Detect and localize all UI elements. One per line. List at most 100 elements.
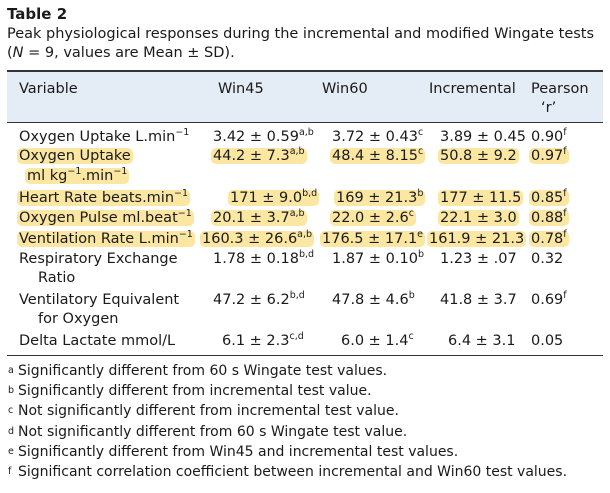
row-0-win60: 3.72 ± 0.43c [332, 128, 423, 147]
row-1-variable-line1: Oxygen Uptake [17, 147, 133, 166]
row-0-win60-value: 3.72 ± 0.43 [332, 129, 418, 145]
row-1-pearson-sup: f [563, 146, 567, 157]
row-0-variable-sup: −1 [175, 127, 190, 138]
row-1-unit-b: .min [81, 168, 114, 184]
row-2-incremental: 177 ± 11.5 [438, 189, 524, 208]
row-3-pearson-sup: f [563, 208, 567, 219]
row-4-pearson-sup: f [563, 229, 567, 240]
footnote-e-text: Significantly different from Win45 and i… [18, 444, 459, 460]
row-4-pearson-value: 0.78 [531, 231, 564, 247]
row-3-incremental: 22.1 ± 3.0 [438, 209, 519, 228]
row-3-variable-highlight: Oxygen Pulse ml.beat−1 [17, 209, 194, 226]
row-4-win45: 160.3 ± 26.6a,b [200, 229, 315, 249]
row-7-win45: 6.1 ± 2.3c,d [222, 332, 304, 351]
row-6-win45-value: 47.2 ± 6.2 [213, 292, 290, 308]
row-3-win60-sup: c [408, 208, 414, 219]
row-2-pearson: 0.85f [529, 189, 569, 208]
row-0-pearson: 0.90f [531, 128, 567, 147]
row-4-variable-highlight: Ventilation Rate L.min−1 [17, 230, 195, 247]
row-4-win45-value: 160.3 ± 26.6 [202, 231, 298, 247]
footnote-c-text: Not significantly different from increme… [18, 403, 399, 419]
row-5-incremental: 1.23 ± .07 [440, 251, 517, 267]
row-6-win45-sup: b,d [289, 290, 305, 301]
row-2-win45: 171 ± 9.0b,d [228, 189, 320, 208]
row-7-win60-sup: c [408, 331, 414, 342]
row-1-win45-value: 44.2 ± 7.3 [213, 148, 290, 164]
row-1-variable-line2: ml kg−1.min−1 [25, 166, 130, 186]
row-1-pearson: 0.97f [529, 147, 569, 166]
row-3-incremental-value: 22.1 ± 3.0 [438, 210, 519, 226]
row-0-incremental: 3.89 ± 0.45 [440, 129, 526, 145]
row-5-win45-value: 1.78 ± 0.18 [213, 251, 299, 267]
footnote-b-text: Significantly different from incremental… [18, 383, 372, 399]
caption-line1: Peak physiological responses during the … [7, 26, 595, 42]
row-6-win60: 47.8 ± 4.6b [332, 291, 415, 310]
row-7-win60-value: 6.0 ± 1.4 [341, 333, 409, 349]
row-3-pearson: 0.88f [529, 209, 569, 228]
row-1-incremental-value: 50.8 ± 9.2 [438, 148, 519, 164]
row-1-variable-text: Oxygen Uptake [17, 148, 133, 164]
row-6-win45: 47.2 ± 6.2b,d [213, 291, 305, 310]
row-5-win60-value: 1.87 ± 0.10 [332, 251, 418, 267]
row-3-win60-value: 22.0 ± 2.6 [332, 210, 409, 226]
caption-open: ( [7, 45, 13, 61]
row-5-variable-line2: Ratio [38, 270, 76, 286]
row-3-pearson-highlight: 0.88f [529, 208, 569, 226]
row-1-win45-highlight: 44.2 ± 7.3a,b [211, 147, 307, 164]
row-4-win60: 176.5 ± 17.1e [320, 230, 426, 249]
table-label: Table 2 [7, 5, 68, 23]
row-2-win60-sup: b [417, 188, 424, 199]
row-1-pearson-highlight: 0.97f [529, 146, 569, 164]
row-2-variable-sup: −1 [174, 188, 189, 199]
row-7-win45-sup: c,d [289, 331, 304, 342]
row-0-pearson-value: 0.90 [531, 129, 564, 145]
row-2-win60-value: 169 ± 21.3 [336, 190, 418, 206]
row-4-win45-sup: a,b [297, 229, 313, 240]
row-6-variable-line1: Ventilatory Equivalent [19, 292, 180, 308]
row-0-win45-value: 3.42 ± 0.59 [213, 129, 299, 145]
row-4-win60-highlight: 176.5 ± 17.1e [320, 230, 426, 247]
row-7-win60: 6.0 ± 1.4c [341, 332, 414, 351]
header-rule [7, 122, 603, 123]
row-2-win45-highlight: 171 ± 9.0b,d [228, 189, 320, 206]
row-1-variable-unit: ml kg−1.min−1 [25, 166, 130, 184]
row-4-win60-value: 176.5 ± 17.1 [322, 231, 418, 247]
row-1-win60-highlight: 48.4 ± 8.15c [330, 146, 426, 164]
footnote-f: f Significant correlation coefficient bet… [8, 464, 568, 480]
row-1-win60-value: 48.4 ± 8.15 [332, 148, 418, 164]
row-6-pearson-sup: f [563, 290, 567, 301]
row-3-variable: Oxygen Pulse ml.beat−1 [17, 209, 194, 228]
row-2-variable-highlight: Heart Rate beats.min−1 [17, 188, 191, 206]
row-4-pearson: 0.78f [529, 230, 569, 249]
row-5-pearson: 0.32 [531, 251, 564, 267]
row-7-win45-value: 6.1 ± 2.3 [222, 333, 290, 349]
footnote-d-text: Not significantly different from 60 s Wi… [18, 424, 408, 440]
row-6-variable-line2: for Oxygen [38, 311, 119, 327]
row-0-variable-text: Oxygen Uptake L.min [19, 129, 176, 145]
row-1-pearson-value: 0.97 [531, 148, 564, 164]
row-2-pearson-sup: f [563, 188, 567, 199]
row-1-unit-sup2: −1 [113, 166, 128, 177]
row-5-variable-line1: Respiratory Exchange [19, 251, 178, 267]
bottom-rule [7, 355, 603, 356]
row-4-win45-highlight: 160.3 ± 26.6a,b [200, 229, 315, 247]
row-7-pearson: 0.05 [531, 333, 564, 349]
row-2-variable-text: Heart Rate beats.min [19, 190, 175, 206]
row-3-win60: 22.0 ± 2.6c [330, 209, 416, 228]
row-4-variable: Ventilation Rate L.min−1 [17, 230, 195, 249]
row-1-win60-sup: c [417, 146, 424, 157]
caption-line2: = 9, values are Mean ± SD). [23, 45, 235, 61]
row-5-win60: 1.87 ± 0.10b [332, 250, 424, 269]
row-1-unit-a: ml kg [27, 168, 68, 184]
row-2-pearson-value: 0.85 [531, 190, 564, 206]
row-2-win60: 169 ± 21.3b [334, 188, 426, 208]
footnote-d: d Not significantly different from 60 s W… [8, 424, 408, 440]
footnote-e: e Significantly different from Win45 and … [8, 444, 459, 460]
header-incremental: Incremental [429, 81, 516, 97]
top-rule [7, 70, 603, 72]
header-variable: Variable [19, 81, 78, 97]
header-pearson: Pearson [531, 81, 589, 97]
row-0-win60-sup: c [417, 127, 424, 138]
row-1-incremental: 50.8 ± 9.2 [438, 147, 519, 166]
